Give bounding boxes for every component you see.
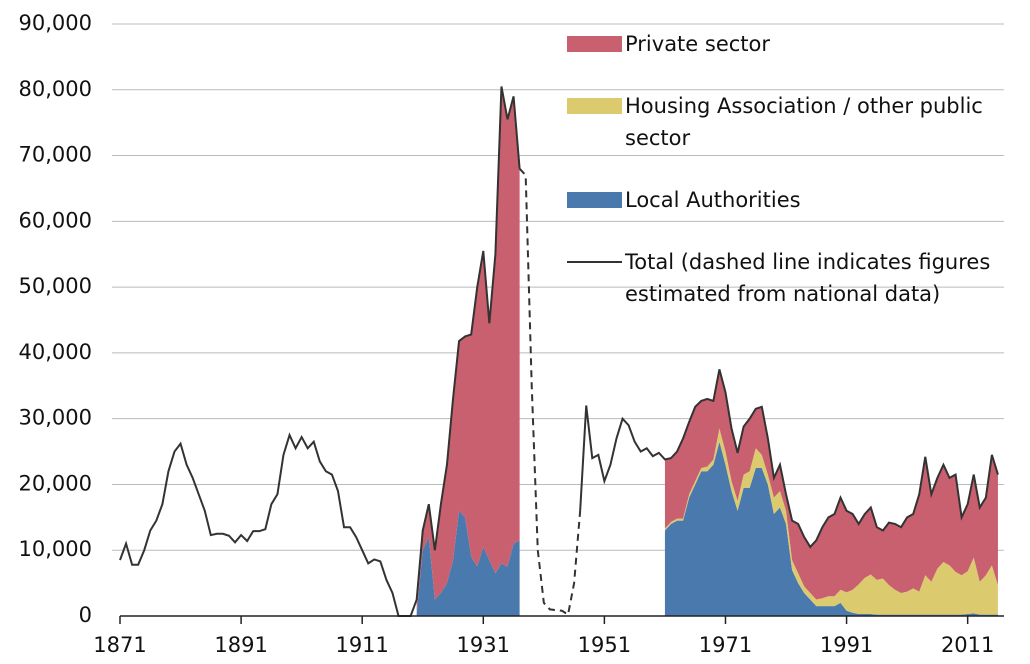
legend-swatch bbox=[567, 98, 622, 114]
area bbox=[416, 86, 520, 613]
y-tick-label: 50,000 bbox=[19, 274, 92, 298]
total-line bbox=[579, 369, 999, 549]
x-tick-label: 2011 bbox=[941, 633, 994, 657]
legend-label: Local Authorities bbox=[625, 188, 801, 212]
total-line bbox=[518, 168, 582, 617]
legend-item: Total (dashed line indicates figures est… bbox=[567, 246, 1030, 310]
legend-item: Housing Association / other public secto… bbox=[567, 90, 1030, 154]
legend-label: Total (dashed line indicates figures est… bbox=[625, 250, 991, 306]
y-tick-label: 10,000 bbox=[19, 537, 92, 561]
x-tick-label: 1951 bbox=[578, 633, 631, 657]
legend-swatch bbox=[567, 261, 622, 263]
legend-item: Private sector bbox=[567, 28, 1030, 60]
x-tick-label: 1991 bbox=[820, 633, 873, 657]
x-tick-label: 1971 bbox=[699, 633, 752, 657]
area bbox=[664, 428, 998, 615]
y-tick-label: 40,000 bbox=[19, 340, 92, 364]
legend-swatch bbox=[567, 192, 622, 208]
x-tick-label: 1911 bbox=[335, 633, 388, 657]
legend: Private sector Housing Association / othe… bbox=[567, 28, 1030, 340]
legend-swatch bbox=[567, 36, 622, 52]
x-tick-label: 1891 bbox=[214, 633, 267, 657]
y-tick-label: 0 bbox=[79, 603, 92, 627]
area bbox=[664, 369, 998, 600]
y-tick-label: 90,000 bbox=[19, 11, 92, 35]
y-tick-label: 60,000 bbox=[19, 208, 92, 232]
area bbox=[664, 441, 998, 616]
legend-label: Private sector bbox=[625, 32, 771, 56]
y-tick-label: 20,000 bbox=[19, 471, 92, 495]
x-tick-label: 1931 bbox=[457, 633, 510, 657]
y-tick-label: 80,000 bbox=[19, 77, 92, 101]
legend-label: Housing Association / other public secto… bbox=[625, 94, 983, 150]
y-tick-label: 30,000 bbox=[19, 406, 92, 430]
area bbox=[416, 510, 520, 616]
x-tick-label: 1871 bbox=[93, 633, 146, 657]
y-tick-label: 70,000 bbox=[19, 143, 92, 167]
legend-item: Local Authorities bbox=[567, 184, 1030, 216]
total-line bbox=[119, 86, 521, 617]
